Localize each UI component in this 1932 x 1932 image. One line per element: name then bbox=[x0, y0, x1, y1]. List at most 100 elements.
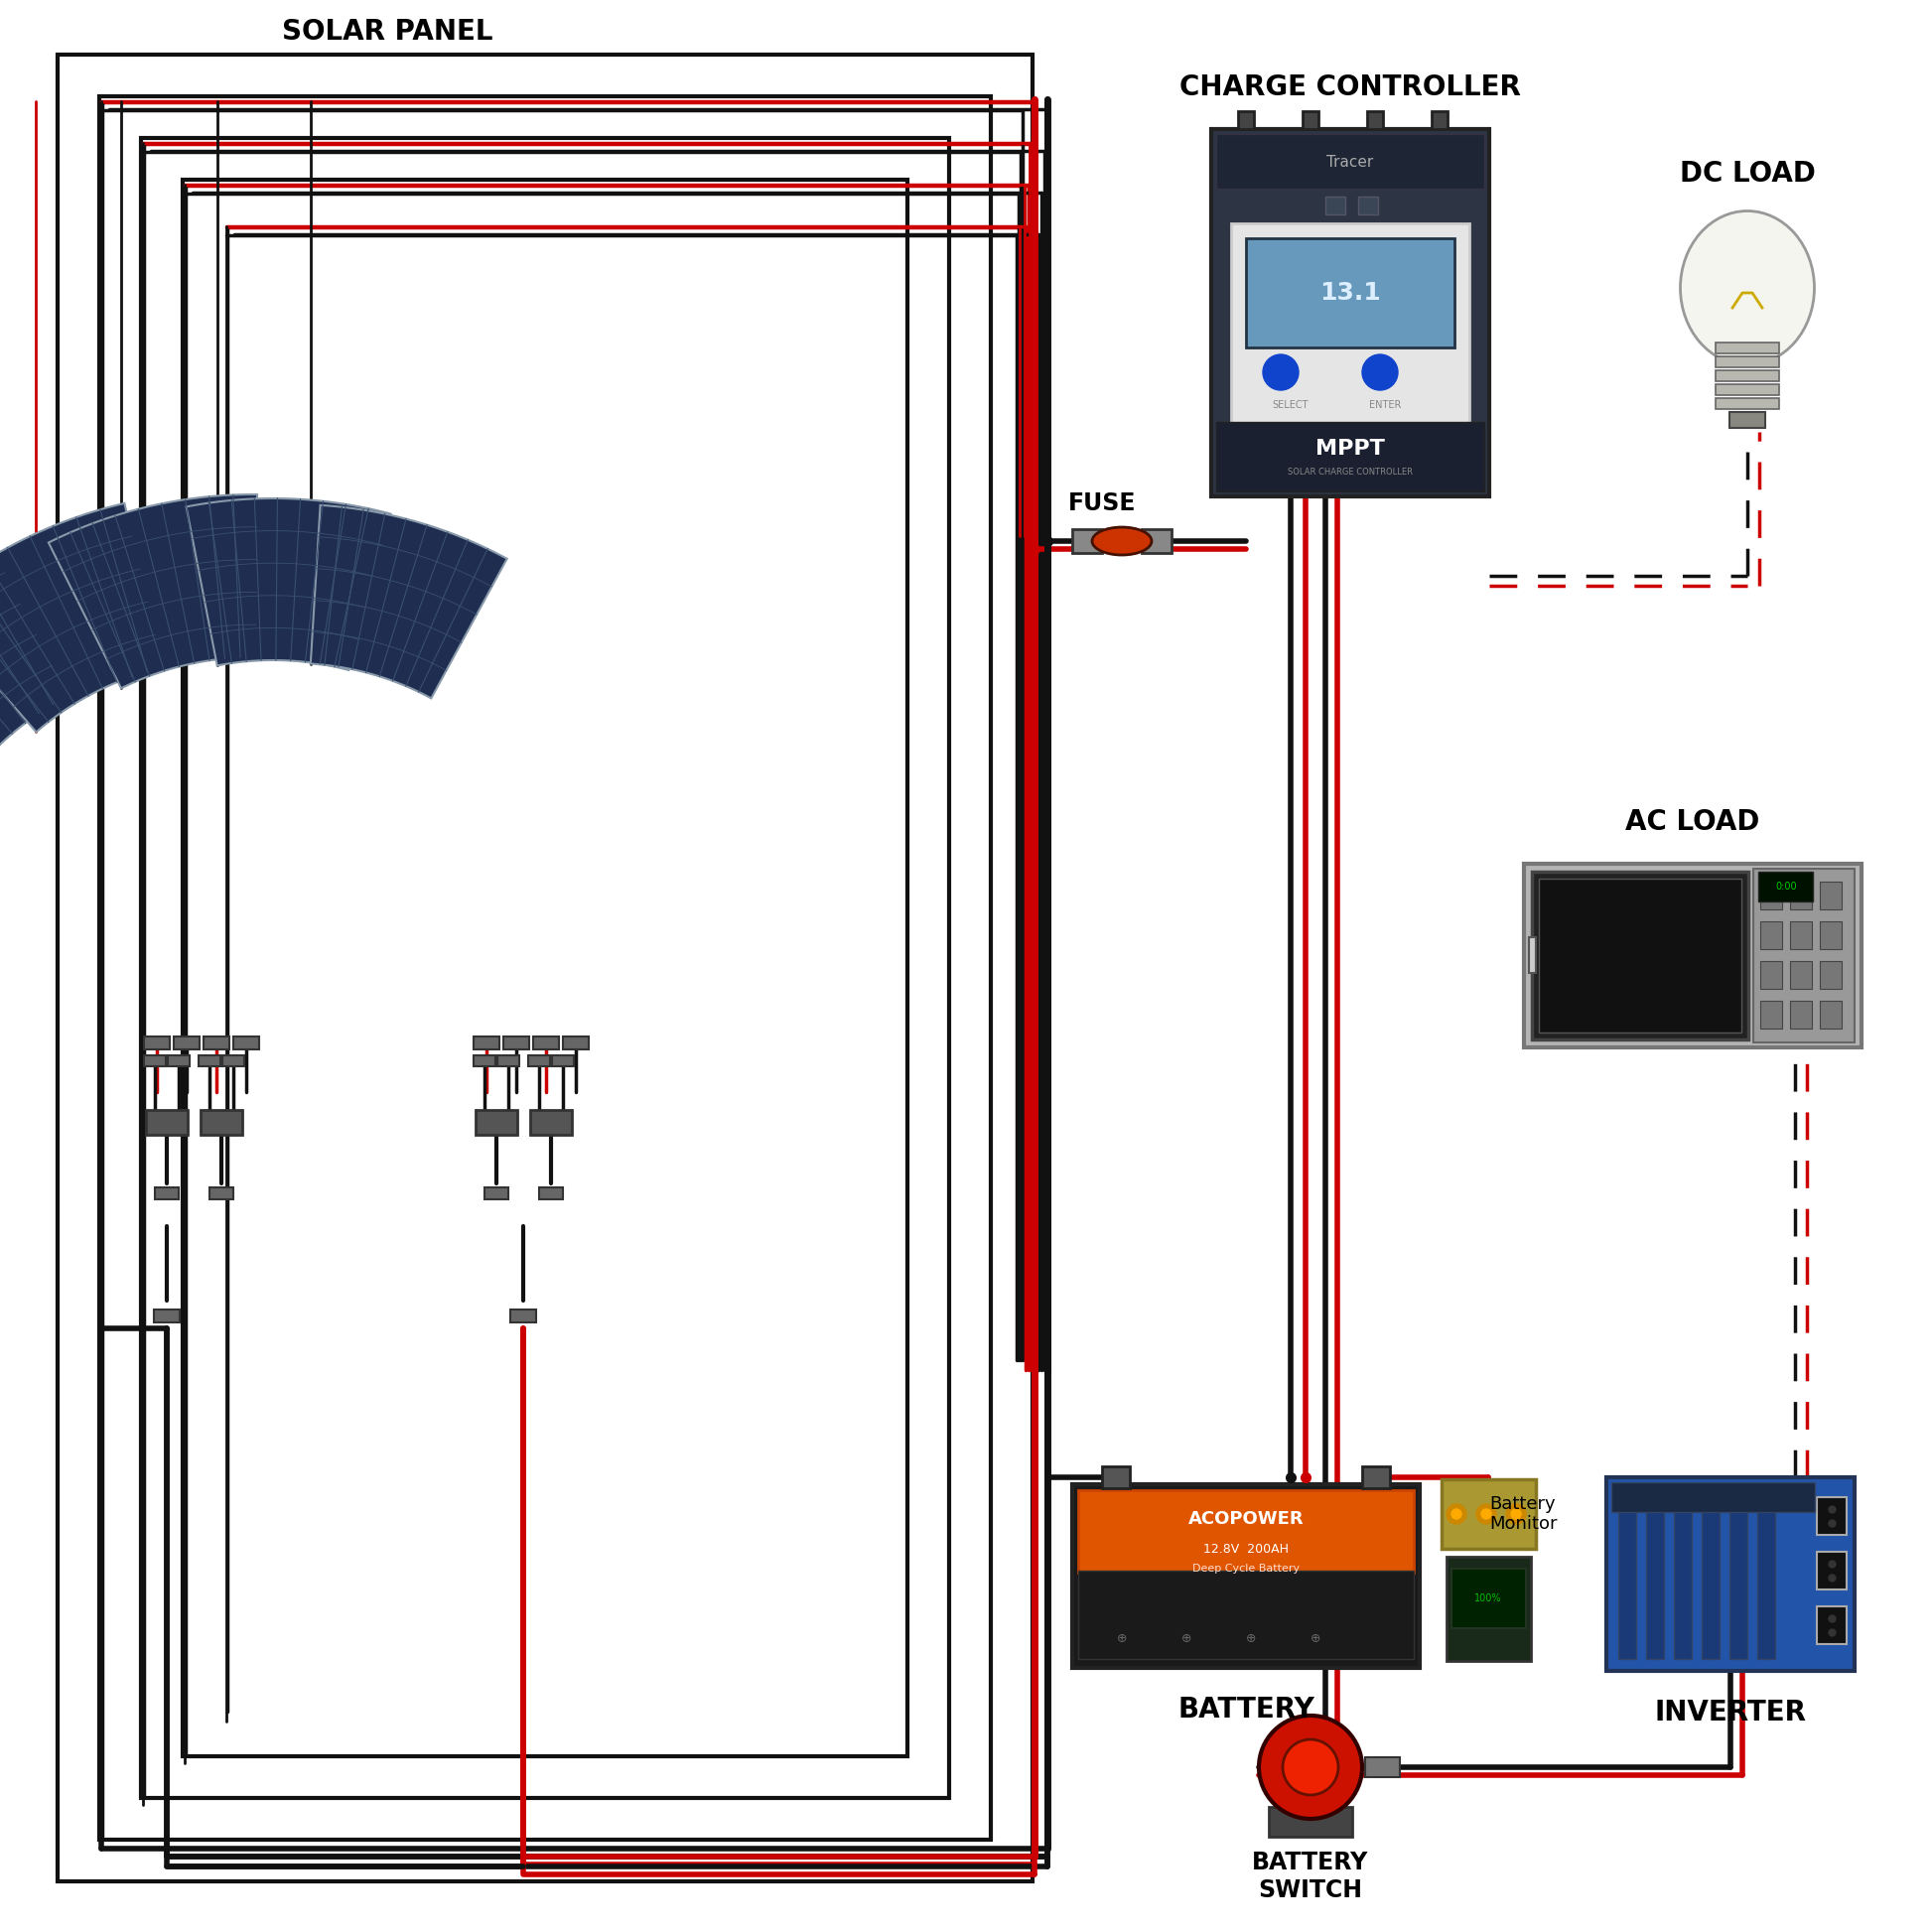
Text: INVERTER: INVERTER bbox=[1654, 1698, 1806, 1727]
Text: ⊕: ⊕ bbox=[1246, 1633, 1256, 1644]
Bar bbox=[1447, 1557, 1530, 1662]
Bar bbox=[1432, 112, 1447, 129]
Bar bbox=[1215, 133, 1484, 189]
Bar bbox=[1820, 1001, 1841, 1028]
Ellipse shape bbox=[1681, 211, 1814, 365]
Text: ⊕: ⊕ bbox=[1310, 1633, 1321, 1644]
Bar bbox=[1072, 1484, 1420, 1667]
Bar bbox=[209, 1188, 234, 1200]
Circle shape bbox=[1283, 1739, 1339, 1795]
Text: DC LOAD: DC LOAD bbox=[1679, 160, 1816, 187]
Bar bbox=[1215, 421, 1484, 491]
Bar bbox=[1358, 197, 1378, 214]
Text: Deep Cycle Battery: Deep Cycle Battery bbox=[1192, 1563, 1300, 1573]
Circle shape bbox=[1264, 354, 1298, 390]
Bar bbox=[1524, 864, 1862, 1047]
Bar bbox=[1646, 1490, 1663, 1660]
Polygon shape bbox=[0, 502, 162, 732]
Bar bbox=[1072, 529, 1101, 553]
Text: SOLAR PANEL: SOLAR PANEL bbox=[282, 17, 493, 46]
Polygon shape bbox=[48, 495, 257, 688]
Bar bbox=[1716, 355, 1779, 367]
Bar bbox=[1791, 1001, 1812, 1028]
Bar bbox=[1611, 1482, 1814, 1513]
Bar bbox=[497, 1055, 520, 1066]
Bar bbox=[1791, 922, 1812, 949]
Bar bbox=[1238, 112, 1254, 129]
Bar bbox=[527, 1055, 551, 1066]
Bar bbox=[199, 1055, 220, 1066]
Polygon shape bbox=[311, 504, 506, 697]
Bar bbox=[58, 54, 1032, 1882]
Bar bbox=[1368, 112, 1383, 129]
Bar bbox=[1702, 1490, 1719, 1660]
Bar bbox=[1760, 922, 1781, 949]
Bar bbox=[485, 1188, 508, 1200]
Bar bbox=[504, 1036, 529, 1049]
Bar bbox=[1716, 398, 1779, 410]
Bar bbox=[168, 1055, 189, 1066]
Bar bbox=[553, 1055, 574, 1066]
Bar bbox=[155, 1310, 180, 1321]
Circle shape bbox=[1362, 354, 1399, 390]
Circle shape bbox=[1451, 1509, 1461, 1519]
Circle shape bbox=[1476, 1505, 1495, 1524]
Bar bbox=[1269, 1806, 1352, 1837]
Ellipse shape bbox=[1092, 527, 1151, 554]
Text: Battery
Monitor: Battery Monitor bbox=[1490, 1495, 1557, 1534]
Text: ⊕: ⊕ bbox=[1180, 1633, 1192, 1644]
Bar bbox=[222, 1055, 243, 1066]
Bar bbox=[1820, 922, 1841, 949]
Bar bbox=[147, 1111, 187, 1134]
Bar bbox=[1532, 871, 1748, 1039]
Bar bbox=[1325, 197, 1345, 214]
Text: AC LOAD: AC LOAD bbox=[1625, 808, 1760, 837]
Bar bbox=[1820, 960, 1841, 989]
Bar bbox=[1231, 224, 1470, 433]
Text: ENTER: ENTER bbox=[1370, 400, 1401, 410]
Polygon shape bbox=[0, 541, 68, 796]
Text: 0:00: 0:00 bbox=[1776, 881, 1797, 891]
Circle shape bbox=[1447, 1505, 1466, 1524]
Bar bbox=[510, 1310, 535, 1321]
Text: CHARGE CONTROLLER: CHARGE CONTROLLER bbox=[1180, 73, 1520, 100]
Text: BATTERY: BATTERY bbox=[1177, 1696, 1314, 1723]
Bar bbox=[475, 1111, 518, 1134]
Bar bbox=[1716, 384, 1779, 396]
Bar bbox=[1528, 937, 1536, 974]
Bar bbox=[203, 1036, 230, 1049]
Circle shape bbox=[1482, 1509, 1492, 1519]
Bar bbox=[1758, 871, 1812, 902]
Bar bbox=[473, 1036, 498, 1049]
Bar bbox=[1816, 1605, 1847, 1644]
Bar bbox=[1362, 1466, 1389, 1488]
Bar bbox=[1211, 129, 1490, 497]
Bar bbox=[201, 1111, 242, 1134]
Bar bbox=[473, 1055, 495, 1066]
Bar bbox=[1619, 1490, 1636, 1660]
Bar bbox=[184, 180, 908, 1756]
Bar bbox=[99, 97, 991, 1839]
Bar bbox=[1820, 881, 1841, 910]
Bar bbox=[1729, 1490, 1747, 1660]
Bar bbox=[1246, 238, 1455, 348]
Circle shape bbox=[1507, 1505, 1526, 1524]
Bar bbox=[155, 1188, 178, 1200]
Bar bbox=[174, 1036, 199, 1049]
Bar bbox=[145, 1036, 170, 1049]
Polygon shape bbox=[185, 498, 390, 670]
Bar bbox=[1760, 881, 1781, 910]
Bar bbox=[1754, 869, 1855, 1043]
Text: 13.1: 13.1 bbox=[1320, 280, 1381, 305]
Text: FUSE: FUSE bbox=[1068, 491, 1136, 516]
Bar bbox=[1078, 1571, 1414, 1660]
Bar bbox=[1101, 1466, 1130, 1488]
Bar bbox=[1716, 371, 1779, 381]
Bar bbox=[1758, 1490, 1776, 1660]
Bar bbox=[1729, 412, 1766, 427]
Bar bbox=[1760, 960, 1781, 989]
Bar bbox=[1791, 960, 1812, 989]
Circle shape bbox=[1511, 1509, 1520, 1519]
Bar bbox=[1078, 1490, 1414, 1573]
Bar bbox=[533, 1036, 558, 1049]
